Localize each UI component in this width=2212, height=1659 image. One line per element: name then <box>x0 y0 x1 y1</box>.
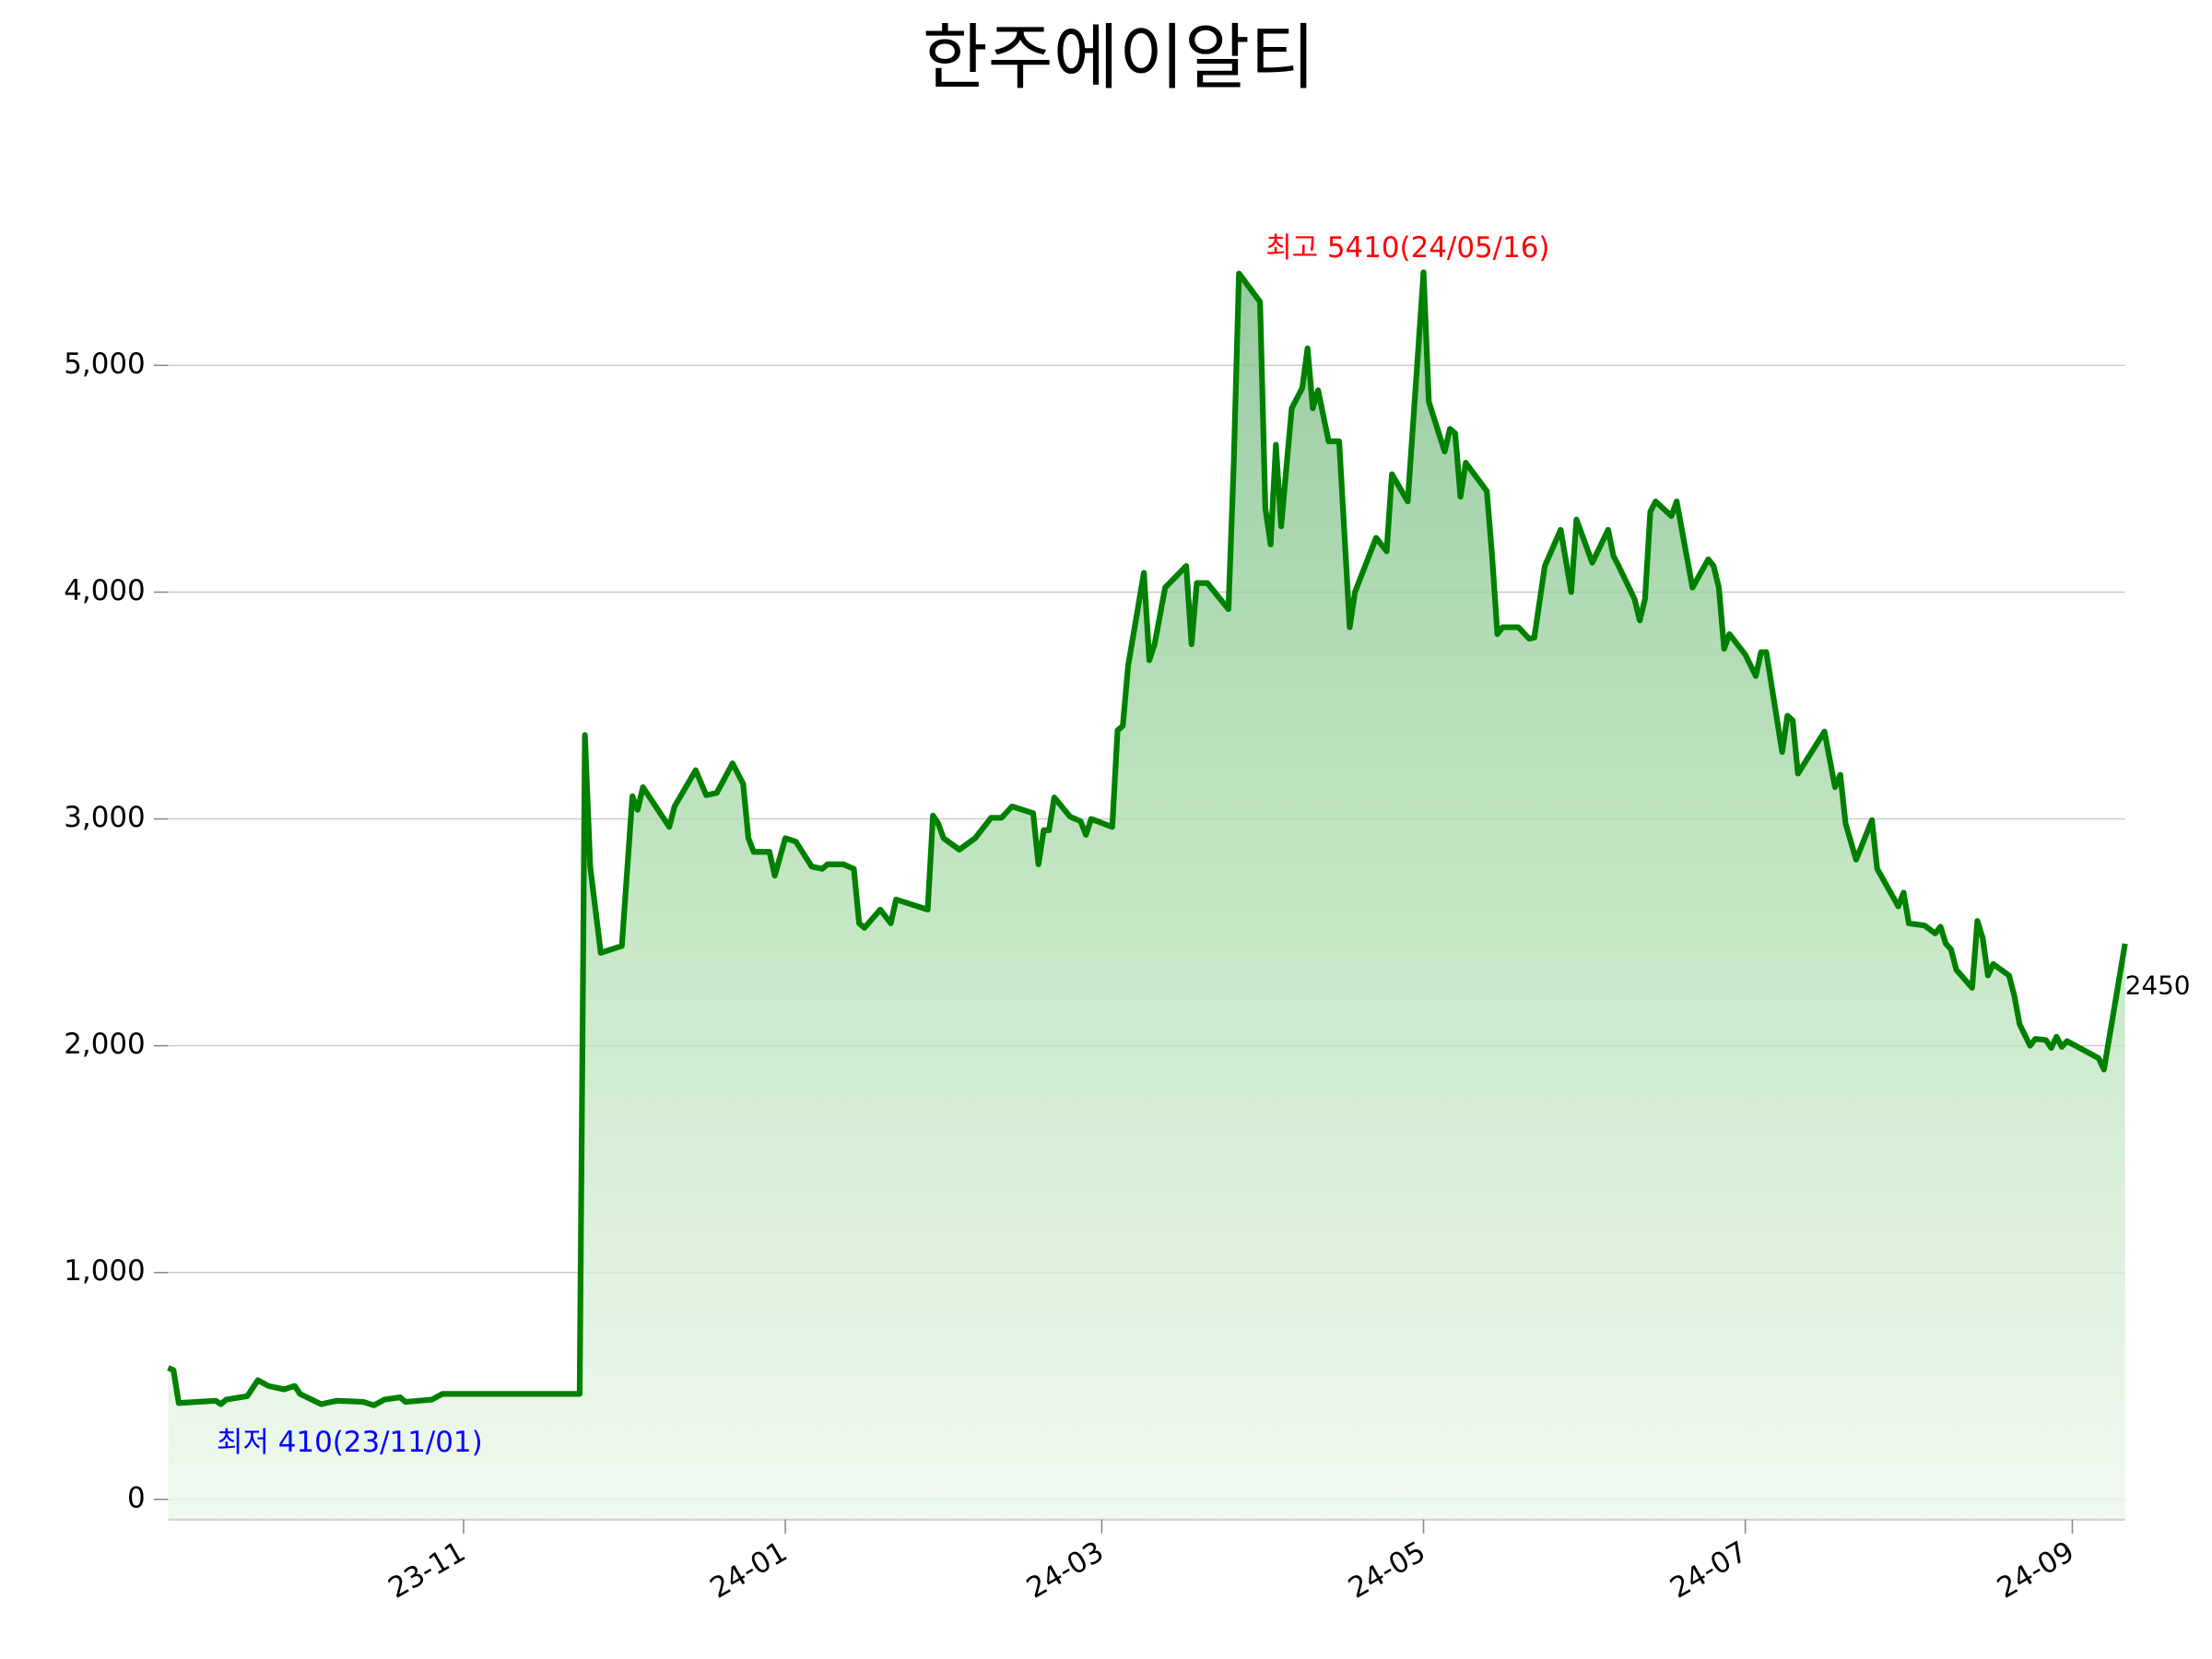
annotation: 최저 410(23/11/01) <box>217 1426 483 1459</box>
x-tick-label: 24-07 <box>1665 1535 1753 1606</box>
y-tick-label: 4,000 <box>64 574 145 607</box>
price-line <box>167 269 2128 1408</box>
annotation: 최고 5410(24/05/16) <box>1265 231 1549 265</box>
last-value-label: 2450 <box>2125 970 2191 1000</box>
x-tick-label: 24-03 <box>1021 1535 1110 1606</box>
x-tick-label: 24-01 <box>705 1535 794 1606</box>
y-tick-label: 2,000 <box>64 1028 145 1061</box>
y-tick-label: 1,000 <box>64 1254 145 1288</box>
area-fill <box>168 272 2125 1520</box>
x-tick-label: 24-09 <box>1992 1535 2080 1606</box>
y-tick-label: 3,000 <box>64 801 145 834</box>
x-tick-label: 24-05 <box>1343 1535 1431 1606</box>
chart-title: 한주에이알티 <box>923 17 1316 100</box>
y-tick-label: 5,000 <box>64 347 145 381</box>
x-tick-label: 23-11 <box>382 1535 471 1606</box>
y-tick-label: 0 <box>127 1481 146 1514</box>
